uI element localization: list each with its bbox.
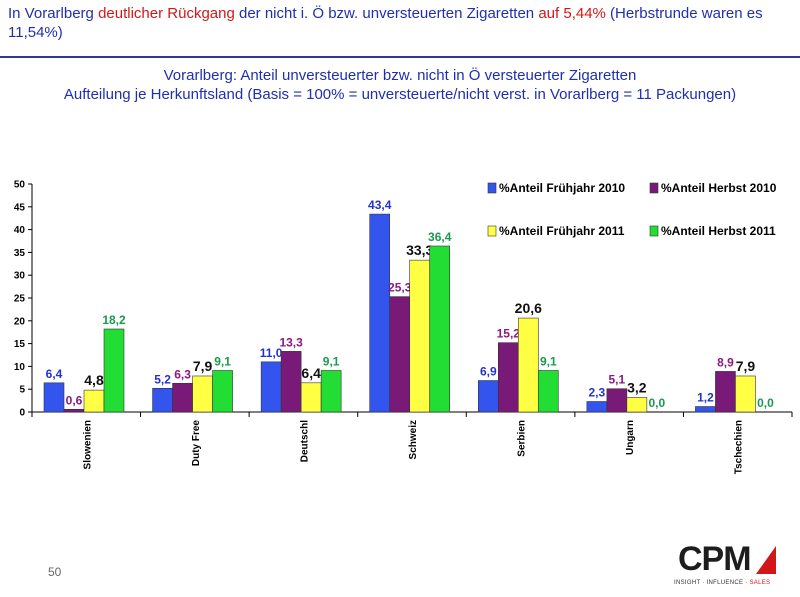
cpm-logo-tagline: INSIGHT · INFLUENCE · SALES: [674, 580, 786, 586]
y-tick-label: 50: [14, 180, 26, 191]
chart-title-line-1: Vorarlberg: Anteil unversteuerter bzw. n…: [163, 67, 637, 84]
bar: [477, 380, 499, 413]
legend-label: %Anteil Herbst 2011: [661, 224, 776, 238]
data-label: 6,3: [174, 367, 191, 381]
bar: [715, 371, 736, 413]
bar: [280, 351, 302, 413]
y-tick-label: 20: [14, 316, 26, 327]
data-label: 20,6: [515, 300, 542, 316]
bar: [537, 370, 559, 413]
bar: [695, 406, 716, 413]
bar: [260, 361, 282, 413]
x-category-label: Slowenien: [82, 420, 93, 469]
data-label: 9,1: [214, 355, 231, 369]
data-label: 2,3: [589, 386, 606, 400]
headline-text-1: In Vorarlberg: [8, 5, 99, 22]
legend-label: %Anteil Herbst 2010: [661, 181, 777, 195]
bar: [586, 401, 608, 413]
bar: [735, 375, 756, 413]
bar: [429, 245, 451, 413]
data-label: 6,4: [46, 367, 63, 381]
data-label: 4,8: [84, 372, 104, 388]
bar: [83, 389, 105, 413]
headline-text-3: (Herbstrunde waren es 11,54%): [8, 5, 763, 41]
data-label: 9,1: [323, 355, 340, 369]
x-category-label: Ungarn: [625, 420, 636, 455]
x-category-label: Duty Free: [191, 420, 202, 467]
bar: [517, 317, 539, 413]
headline-text-2: der nicht i. Ö bzw. unversteuerten Zigar…: [234, 5, 539, 22]
bar: [320, 370, 342, 413]
data-label: 0,6: [66, 393, 83, 407]
bar: [409, 259, 431, 413]
x-category-label: Schweiz: [408, 420, 419, 459]
bar: [497, 342, 519, 413]
legend-swatch: [649, 182, 659, 194]
y-tick-label: 15: [14, 339, 26, 350]
data-label: 36,4: [428, 230, 452, 244]
bar: [192, 375, 213, 413]
bar: [103, 328, 125, 413]
bar: [212, 370, 233, 413]
data-label: 15,2: [497, 327, 521, 341]
x-category-label: Tschechien: [734, 420, 745, 474]
y-tick-label: 40: [14, 225, 26, 236]
legend-swatch: [487, 182, 497, 194]
bar: [626, 397, 648, 413]
y-tick-label: 35: [14, 248, 26, 259]
y-tick-label: 25: [14, 294, 26, 305]
header-divider: [0, 56, 800, 58]
bar: [172, 382, 193, 413]
headline-highlight-decline: deutlicher Rückgang: [98, 5, 235, 22]
headline-highlight-percent: auf 5,44%: [538, 5, 606, 22]
data-label: 3,2: [627, 379, 647, 395]
legend-swatch: [487, 225, 497, 237]
bar: [606, 388, 628, 413]
bar: [300, 382, 322, 413]
legend-swatch: [649, 225, 659, 237]
data-label: 7,9: [736, 358, 756, 374]
cpm-logo-text: CPM: [678, 540, 752, 578]
data-label: 43,4: [368, 198, 392, 212]
data-label: 25,3: [388, 281, 412, 295]
data-label: 18,2: [102, 313, 126, 327]
bar-chart: 051015202530354045506,40,64,818,2Sloweni…: [14, 180, 793, 474]
data-label: 11,0: [260, 346, 283, 360]
data-label: 0,0: [649, 396, 666, 410]
bar: [152, 387, 173, 413]
chart-title-line-2: Aufteilung je Herkunftsland (Basis = 100…: [63, 86, 737, 103]
x-category-label: Deutschl: [299, 420, 310, 462]
bar: [63, 408, 85, 413]
bar: [43, 382, 65, 413]
y-tick-label: 30: [14, 271, 26, 282]
y-tick-label: 10: [14, 362, 26, 373]
y-tick-label: 45: [14, 202, 26, 213]
logo-tagline-sales: SALES: [749, 580, 771, 586]
data-label: 6,4: [301, 365, 321, 381]
chart-title: Vorarlberg: Anteil unversteuerter bzw. n…: [0, 66, 800, 104]
x-category-label: Serbien: [517, 420, 528, 457]
page-number: 50: [48, 565, 62, 579]
data-label: 5,1: [609, 373, 626, 387]
data-label: 5,2: [154, 372, 171, 386]
cpm-logo: CPM INSIGHT · INFLUENCE · SALES: [672, 540, 784, 592]
bar: [369, 213, 391, 413]
y-tick-label: 5: [19, 385, 25, 396]
data-label: 33,3: [406, 242, 433, 258]
data-label: 9,1: [540, 355, 557, 369]
legend-label: %Anteil Frühjahr 2010: [499, 181, 625, 195]
legend-label: %Anteil Frühjahr 2011: [499, 224, 625, 238]
logo-swoosh-icon: [756, 546, 776, 574]
data-label: 8,9: [717, 355, 734, 369]
slide-headline: In Vorarlberg deutlicher Rückgang der ni…: [8, 4, 788, 42]
data-label: 13,3: [279, 335, 303, 349]
data-label: 1,2: [697, 391, 714, 405]
bar: [389, 296, 411, 413]
logo-tagline-main: INSIGHT · INFLUENCE ·: [674, 580, 750, 586]
data-label: 6,9: [480, 365, 497, 379]
data-label: 7,9: [193, 358, 213, 374]
y-tick-label: 0: [19, 408, 25, 419]
data-label: 0,0: [757, 396, 774, 410]
